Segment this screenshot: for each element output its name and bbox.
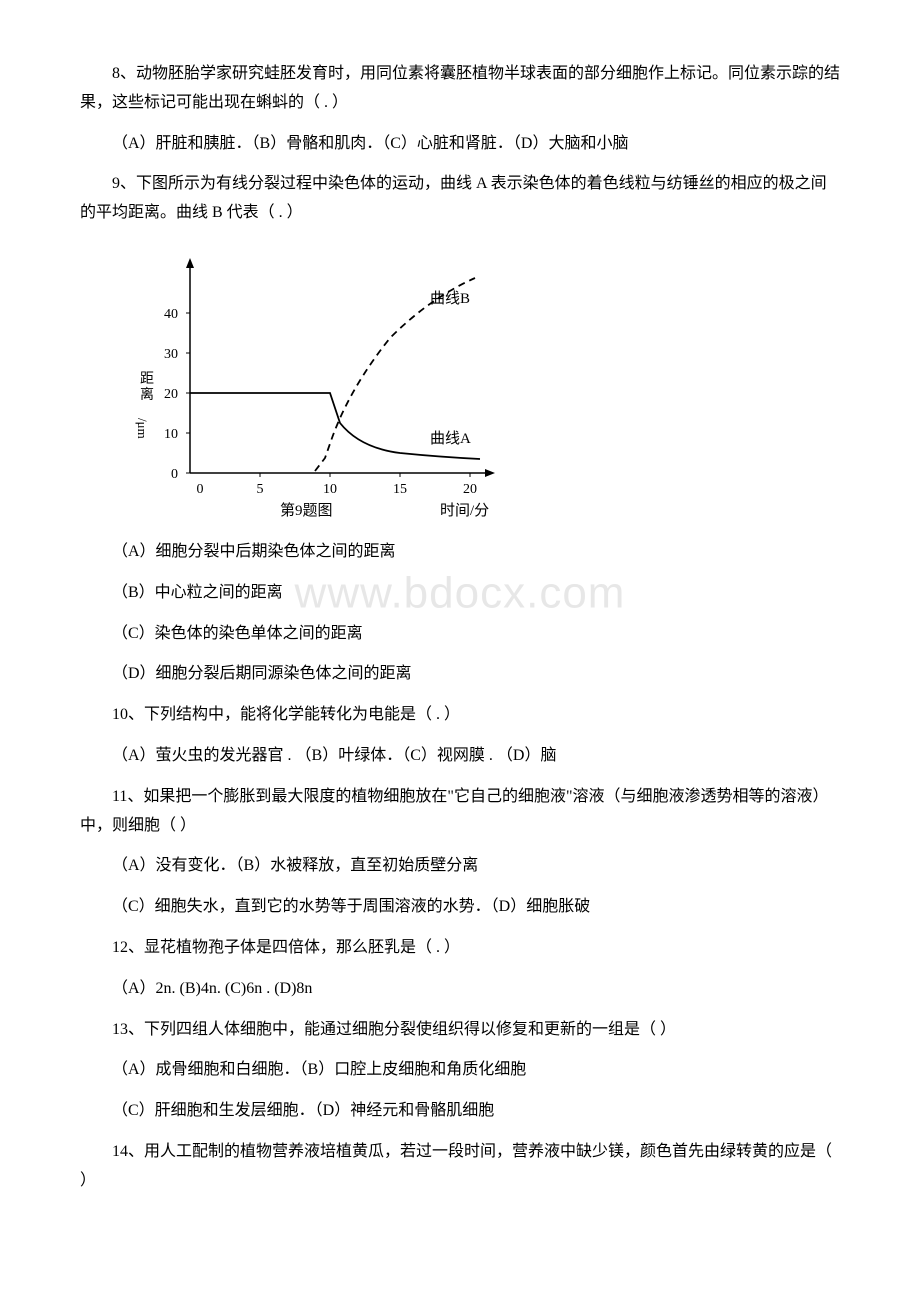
q9-opt-b: （B）中心粒之间的距离 (80, 579, 840, 608)
q9-chart: 0 10 20 30 40 0 5 10 15 20 曲线B 曲线A 距 离 /… (120, 243, 520, 523)
q11-options-1: （A）没有变化．（B）水被释放，直至初始质壁分离 (80, 852, 840, 881)
xtick-20: 20 (463, 482, 477, 497)
chart-title: 第9题图 (280, 501, 333, 519)
q14-text: 14、用人工配制的植物营养液培植黄瓜，若过一段时间，营养液中缺少镁，颜色首先由绿… (80, 1138, 840, 1196)
chart-svg: 0 10 20 30 40 0 5 10 15 20 曲线B 曲线A 距 离 /… (120, 243, 520, 523)
x-label: 时间/分 (440, 502, 489, 519)
xtick-10: 10 (323, 482, 337, 497)
q13-options-1: （A）成骨细胞和白细胞．（B）口腔上皮细胞和角质化细胞 (80, 1056, 840, 1085)
question-13: 13、下列四组人体细胞中，能通过细胞分裂使组织得以修复和更新的一组是（ ） （A… (80, 1016, 840, 1126)
question-11: 11、如果把一个膨胀到最大限度的植物细胞放在"它自己的细胞液"溶液（与细胞液渗透… (80, 783, 840, 922)
y-axis-arrow (186, 258, 194, 268)
q11-options-2: （C）细胞失水，直到它的水势等于周围溶液的水势．（D）细胞胀破 (80, 893, 840, 922)
curve-a-label: 曲线A (430, 430, 471, 447)
x-axis-arrow (485, 469, 495, 477)
question-9: 9、下图所示为有线分裂过程中染色体的运动，曲线 A 表示染色体的着色线粒与纺锤丝… (80, 170, 840, 228)
q9-text: 9、下图所示为有线分裂过程中染色体的运动，曲线 A 表示染色体的着色线粒与纺锤丝… (80, 170, 840, 228)
q12-text: 12、显花植物孢子体是四倍体，那么胚乳是（ . ） (80, 934, 840, 963)
ytick-30: 30 (164, 347, 178, 362)
question-12: 12、显花植物孢子体是四倍体，那么胚乳是（ . ） （A）2n. (B)4n. … (80, 934, 840, 1004)
xtick-15: 15 (393, 482, 407, 497)
ytick-0: 0 (171, 467, 178, 482)
ytick-10: 10 (164, 427, 178, 442)
q9-opt-c: （C）染色体的染色单体之间的距离 (80, 620, 840, 649)
q10-options: （A）萤火虫的发光器官 . （B）叶绿体．（C）视网膜 . （D）脑 (80, 742, 840, 771)
q11-text: 11、如果把一个膨胀到最大限度的植物细胞放在"它自己的细胞液"溶液（与细胞液渗透… (80, 783, 840, 841)
xtick-0: 0 (197, 482, 204, 497)
ytick-20: 20 (164, 387, 178, 402)
q9-opt-d: （D）细胞分裂后期同源染色体之间的距离 (80, 660, 840, 689)
q9-opt-a: （A）细胞分裂中后期染色体之间的距离 (80, 538, 840, 567)
y-label-2: 离 (140, 386, 154, 403)
q10-text: 10、下列结构中，能将化学能转化为电能是（ . ） (80, 701, 840, 730)
y-label-1: 距 (140, 371, 154, 387)
q8-options: （A）肝脏和胰脏．（B）骨骼和肌肉．（C）心脏和肾脏．（D）大脑和小脑 (80, 130, 840, 159)
q13-options-2: （C）肝细胞和生发层细胞．（D）神经元和骨骼肌细胞 (80, 1097, 840, 1126)
question-10: 10、下列结构中，能将化学能转化为电能是（ . ） （A）萤火虫的发光器官 . … (80, 701, 840, 771)
curve-b-label: 曲线B (430, 290, 470, 307)
q8-text: 8、动物胚胎学家研究蛙胚发育时，用同位素将囊胚植物半球表面的部分细胞作上标记。同… (80, 60, 840, 118)
question-8: 8、动物胚胎学家研究蛙胚发育时，用同位素将囊胚植物半球表面的部分细胞作上标记。同… (80, 60, 840, 158)
curve-a (190, 393, 480, 459)
xtick-5: 5 (257, 482, 264, 497)
ytick-40: 40 (164, 307, 178, 322)
q13-text: 13、下列四组人体细胞中，能通过细胞分裂使组织得以修复和更新的一组是（ ） (80, 1016, 840, 1045)
y-label-3: /μm (135, 418, 150, 439)
q12-options: （A）2n. (B)4n. (C)6n . (D)8n (80, 975, 840, 1004)
question-14: 14、用人工配制的植物营养液培植黄瓜，若过一段时间，营养液中缺少镁，颜色首先由绿… (80, 1138, 840, 1196)
